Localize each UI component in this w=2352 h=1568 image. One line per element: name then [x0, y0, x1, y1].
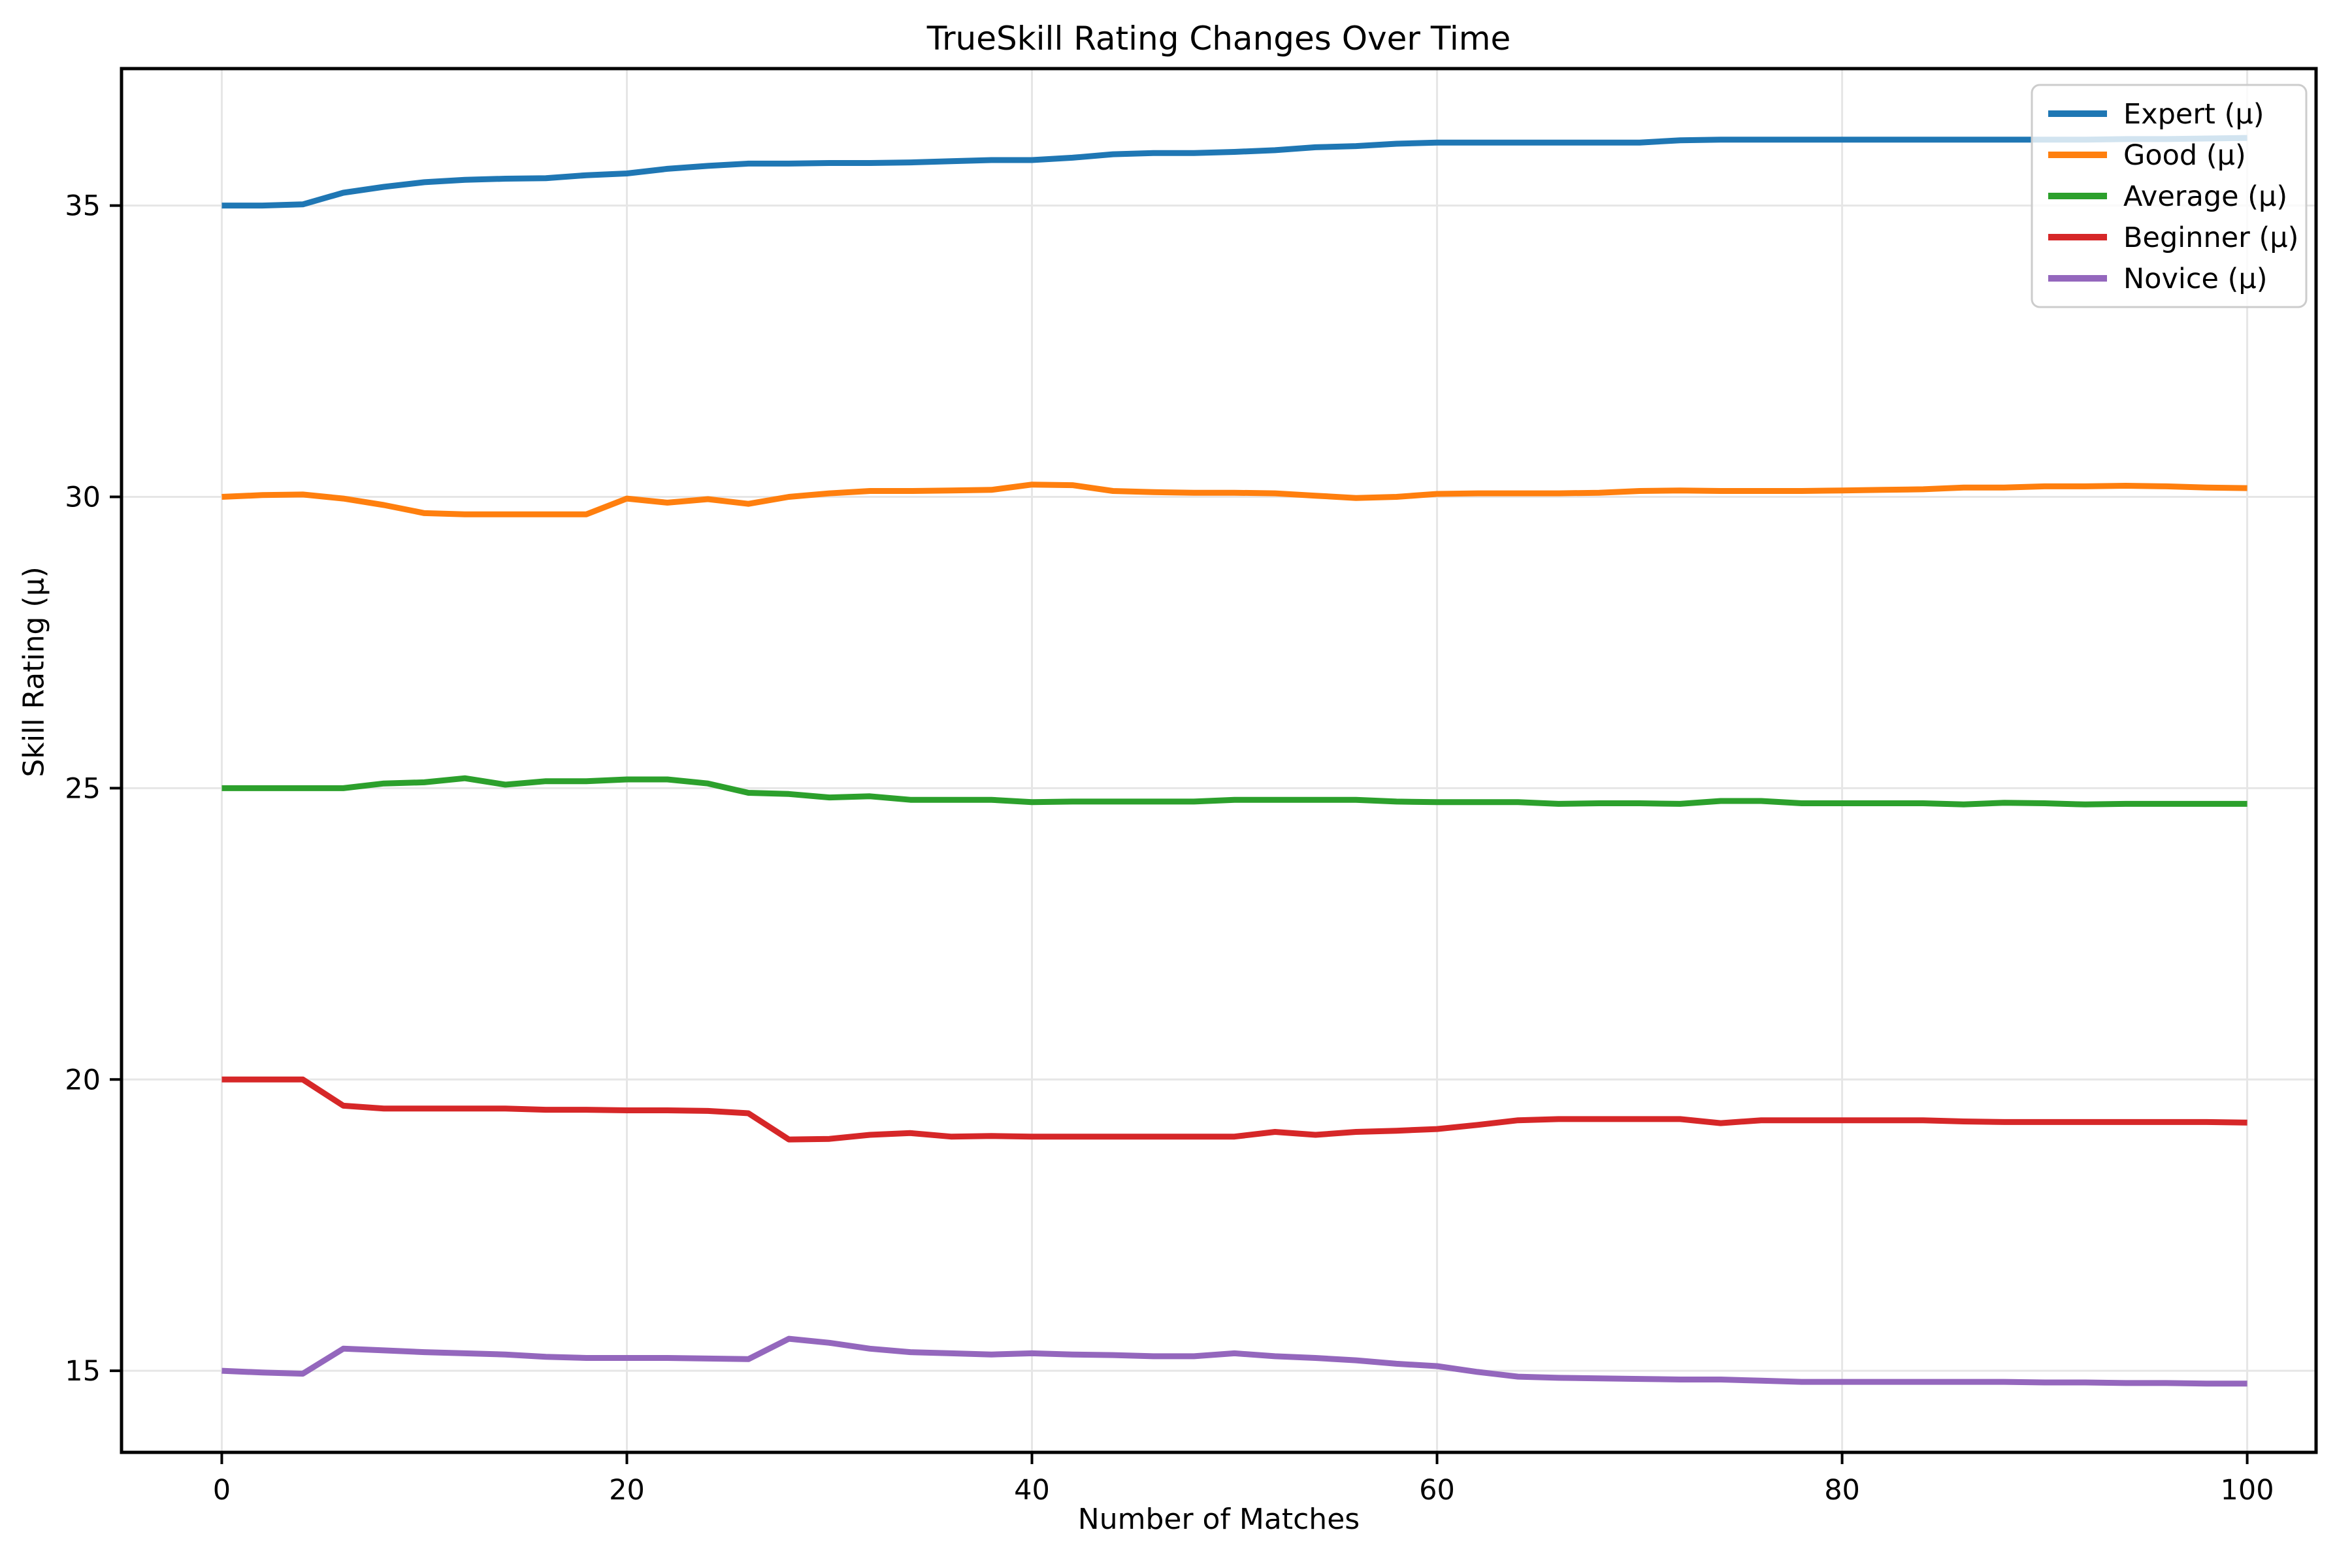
axes-spines: [120, 67, 2318, 1454]
x-tick-label: 40: [1014, 1474, 1050, 1507]
y-tick-label: 35: [65, 190, 101, 223]
x-axis-label: Number of Matches: [1077, 1503, 1360, 1536]
y-tick-label: 15: [65, 1355, 101, 1388]
y-tick-label: 20: [65, 1064, 101, 1096]
x-tick-label: 0: [213, 1474, 231, 1507]
series-line-good: [221, 482, 2247, 517]
series-line-expert: [221, 135, 2247, 209]
legend-label-good: Good (μ): [2123, 139, 2246, 172]
legend-label-beginner: Beginner (μ): [2123, 221, 2298, 254]
legend-label-expert: Expert (μ): [2123, 98, 2264, 131]
series-line-average: [221, 775, 2247, 808]
legend-label-novice: Novice (μ): [2123, 263, 2268, 295]
x-tick-label: 60: [1419, 1474, 1455, 1507]
x-tick-label: 80: [1824, 1474, 1860, 1507]
y-tick-label: 25: [65, 772, 101, 805]
chart-title: TrueSkill Rating Changes Over Time: [926, 20, 1511, 57]
legend-box: [2031, 84, 2308, 308]
y-tick-label: 30: [65, 481, 101, 514]
series-line-novice: [221, 1335, 2247, 1387]
x-tick-label: 20: [609, 1474, 645, 1507]
x-tick-label: 100: [2221, 1474, 2274, 1507]
series-line-beginner: [221, 1076, 2247, 1143]
legend-label-average: Average (μ): [2123, 180, 2287, 213]
